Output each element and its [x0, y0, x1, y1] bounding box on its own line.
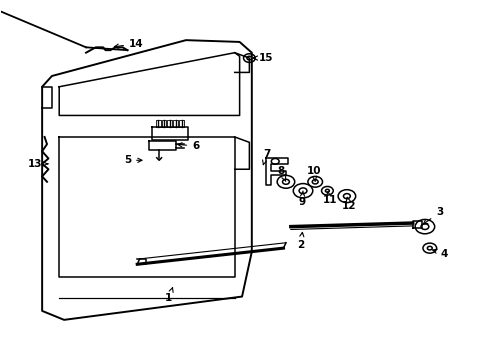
Text: 14: 14: [114, 39, 143, 49]
Text: 9: 9: [298, 191, 305, 207]
Text: 12: 12: [342, 197, 356, 211]
Text: 6: 6: [178, 141, 199, 151]
Text: 7: 7: [262, 149, 269, 165]
Text: 15: 15: [253, 53, 273, 63]
Text: 10: 10: [306, 166, 321, 181]
Text: 13: 13: [27, 159, 48, 169]
Text: 8: 8: [277, 166, 285, 181]
Text: 1: 1: [165, 288, 173, 303]
Text: 4: 4: [432, 248, 447, 258]
Text: 5: 5: [123, 155, 142, 165]
Text: 2: 2: [296, 233, 304, 249]
Text: 11: 11: [322, 192, 336, 206]
Text: 3: 3: [423, 207, 442, 224]
